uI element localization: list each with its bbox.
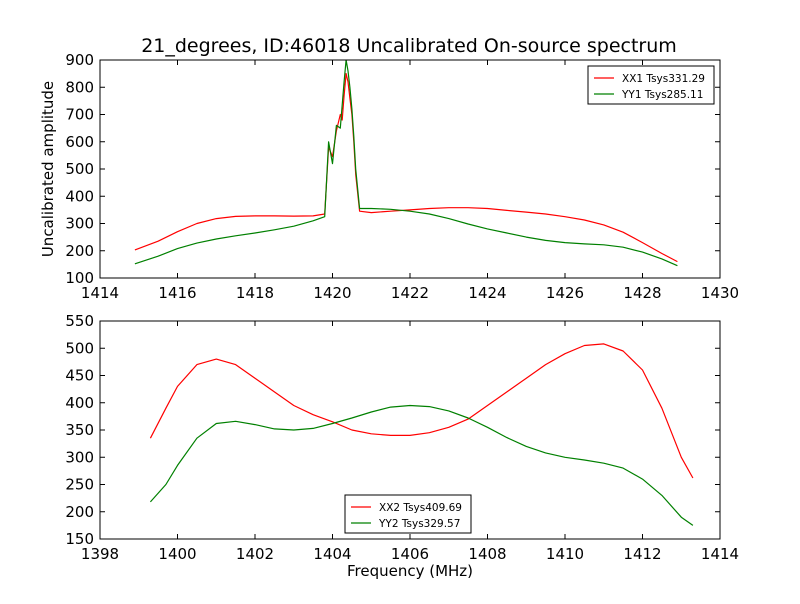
x-tick-label: 1412	[623, 545, 661, 563]
y-tick-label: 250	[65, 476, 94, 494]
series-line-2	[149, 404, 694, 526]
x-tick-label: 1416	[158, 284, 196, 302]
x-tick-label: 1410	[546, 545, 584, 563]
x-tick-label: 1428	[623, 284, 661, 302]
y-axis-label: Uncalibrated amplitude	[39, 81, 57, 257]
series-group	[134, 60, 678, 267]
legend-label: XX2 Tsys409.69	[379, 502, 462, 514]
legend: XX1 Tsys331.29 YY1 Tsys285.11	[587, 65, 715, 105]
y-tick-label: 200	[65, 503, 94, 521]
x-tick-label: 1402	[236, 545, 274, 563]
x-tick-label: 1422	[391, 284, 429, 302]
y-tick-label: 450	[65, 367, 94, 385]
y-tick-label: 300	[65, 215, 94, 233]
x-tick-label: 1424	[468, 284, 506, 302]
y-tick-label: 200	[65, 242, 94, 260]
y-tick-label: 900	[65, 51, 94, 69]
chart-panel-1: 1414 1416 1418 1420 1422 1424 1426 1428 1430 100 2…	[39, 51, 739, 302]
y-tick-label: 600	[65, 133, 94, 151]
x-tick-label: 1414	[701, 545, 739, 563]
y-tick-label: 350	[65, 421, 94, 439]
x-tick-label: 1430	[701, 284, 739, 302]
y-tick-label: 550	[65, 312, 94, 330]
series-group	[149, 343, 694, 526]
y-tick-label: 500	[65, 160, 94, 178]
x-tick-label: 1408	[468, 545, 506, 563]
y-tick-label: 700	[65, 106, 94, 124]
chart-panel-2: 1398 1400 1402 1404 1406 1408 1410 1412 1414 150 2…	[65, 312, 739, 580]
legend-label: XX1 Tsys331.29	[622, 73, 705, 85]
figure-title: 21_degrees, ID:46018 Uncalibrated On-sou…	[141, 35, 677, 57]
x-tick-label: 1398	[81, 545, 119, 563]
y-tick-label: 500	[65, 339, 94, 357]
legend: XX2 Tsys409.69 YY2 Tsys329.57	[344, 494, 472, 534]
legend-box	[344, 494, 472, 534]
y-tick-label: 400	[65, 394, 94, 412]
y-tick-label: 800	[65, 78, 94, 96]
x-tick-label: 1404	[313, 545, 351, 563]
x-tick-label: 1426	[546, 284, 584, 302]
x-tick-label: 1400	[158, 545, 196, 563]
y-tick-label: 300	[65, 448, 94, 466]
legend-label: YY1 Tsys285.11	[621, 89, 703, 101]
series-line-2	[134, 60, 678, 267]
legend-box	[587, 65, 715, 105]
x-tick-label: 1414	[81, 284, 119, 302]
x-tick-label: 1418	[236, 284, 274, 302]
x-axis-label: Frequency (MHz)	[347, 562, 473, 580]
y-tick-label: 400	[65, 187, 94, 205]
y-tick-label: 150	[65, 530, 94, 548]
legend-label: YY2 Tsys329.57	[378, 518, 460, 530]
x-tick-label: 1406	[391, 545, 429, 563]
series-line-1	[149, 343, 694, 479]
y-tick-label: 100	[65, 269, 94, 287]
x-tick-label: 1420	[313, 284, 351, 302]
